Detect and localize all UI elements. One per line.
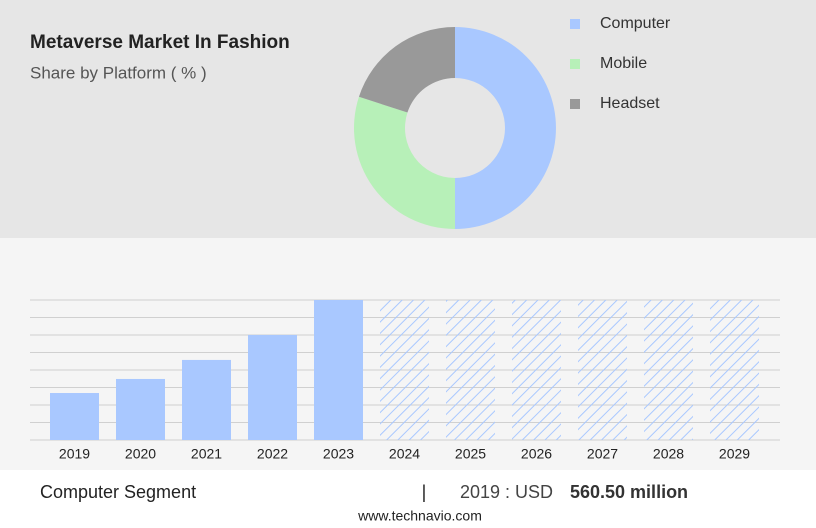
x-tick-label: 2029: [719, 446, 750, 462]
forecast-placeholder: [644, 300, 693, 440]
legend-label: Mobile: [600, 55, 647, 72]
donut-slice: [455, 27, 556, 229]
forecast-placeholder: [710, 300, 759, 440]
donut-slice: [353, 96, 455, 230]
bar: [314, 300, 363, 440]
footer-separator: |: [422, 482, 427, 502]
legend-swatch: [570, 99, 580, 109]
bar: [116, 378, 165, 440]
legend-label: Headset: [600, 95, 660, 112]
chart-title: Metaverse Market In Fashion: [30, 32, 290, 53]
forecast-placeholder: [512, 300, 561, 440]
forecast-placeholder: [380, 300, 429, 440]
forecast-placeholder: [446, 300, 495, 440]
x-tick-label: 2028: [653, 446, 684, 462]
bar: [182, 359, 231, 440]
x-tick-label: 2026: [521, 446, 552, 462]
footer-year: 2019 : USD: [460, 482, 553, 502]
footer-value: 560.50 million: [570, 482, 688, 502]
legend-label: Computer: [600, 15, 671, 32]
x-tick-label: 2023: [323, 446, 354, 462]
x-tick-label: 2027: [587, 446, 618, 462]
x-tick-label: 2020: [125, 446, 156, 462]
bar: [50, 393, 99, 440]
footer-source: www.technavio.com: [357, 508, 482, 524]
x-tick-label: 2024: [389, 446, 420, 462]
x-tick-label: 2019: [59, 446, 90, 462]
chart-subtitle: Share by Platform ( % ): [30, 63, 207, 82]
legend-swatch: [570, 59, 580, 69]
donut-slice: [358, 27, 455, 113]
forecast-placeholder: [578, 300, 627, 440]
x-tick-label: 2022: [257, 446, 288, 462]
footer-segment: Computer Segment: [40, 482, 196, 502]
x-tick-label: 2021: [191, 446, 222, 462]
bar: [248, 334, 297, 440]
x-tick-label: 2025: [455, 446, 486, 462]
legend-swatch: [570, 19, 580, 29]
